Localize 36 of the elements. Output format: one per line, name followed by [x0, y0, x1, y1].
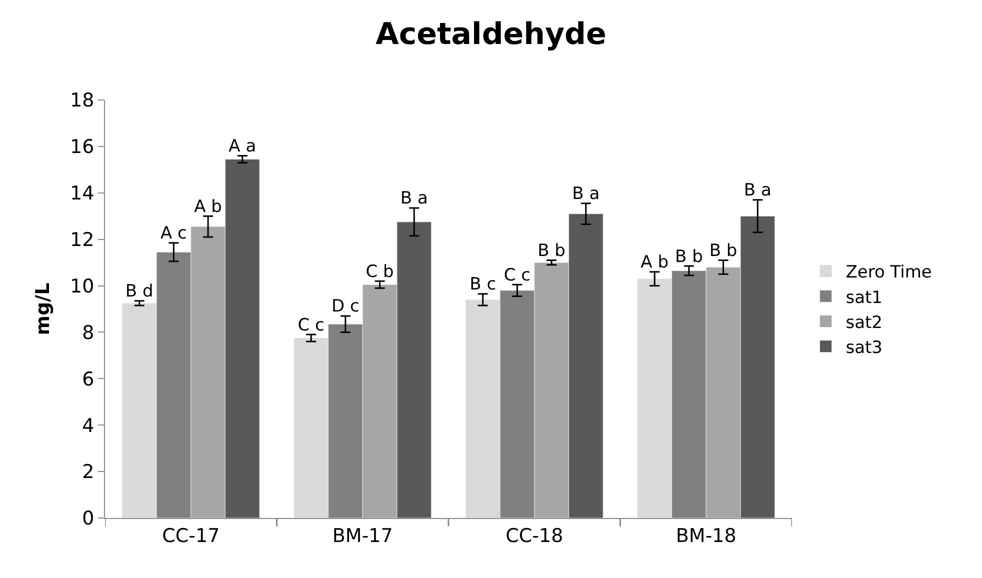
data-label: C b — [366, 262, 394, 282]
y-tick-label: 4 — [82, 414, 94, 437]
data-label: B c — [470, 274, 496, 295]
data-label: A a — [228, 136, 256, 156]
data-label: B a — [744, 180, 772, 201]
data-label: B a — [400, 188, 428, 209]
chart-title: Acetaldehyde — [376, 17, 606, 52]
y-tick-label: 16 — [70, 136, 94, 158]
y-tick-label: 14 — [70, 182, 94, 205]
data-label: A c — [160, 224, 187, 244]
x-tick-label: CC-17 — [162, 524, 220, 547]
x-tick-label: BM-18 — [676, 524, 736, 547]
data-label: B b — [709, 240, 738, 261]
y-tick-label: 12 — [70, 228, 94, 251]
data-label: C c — [298, 315, 324, 336]
data-label: C c — [504, 265, 531, 286]
legend-label: sat3 — [846, 338, 883, 358]
data-label: B b — [675, 246, 703, 267]
y-tick-label: 8 — [82, 322, 94, 344]
y-axis-title: mg/L — [32, 282, 54, 336]
data-label: B b — [538, 240, 566, 261]
data-label: D c — [332, 296, 360, 317]
legend-label: sat1 — [846, 288, 883, 308]
data-label: B d — [125, 282, 154, 302]
data-label: A b — [640, 252, 669, 273]
x-tick-label: CC-18 — [506, 524, 564, 547]
y-tick-label: 0 — [82, 508, 94, 530]
x-tick-label: BM-17 — [332, 524, 393, 547]
legend-label: Zero Time — [846, 262, 932, 283]
legend-label: sat2 — [846, 312, 883, 333]
y-tick-label: 6 — [82, 368, 94, 390]
data-label: B a — [572, 184, 600, 204]
y-tick-label: 2 — [82, 461, 94, 484]
y-tick-label: 18 — [70, 90, 94, 112]
data-label: A b — [194, 196, 222, 217]
y-tick-label: 10 — [70, 275, 94, 298]
